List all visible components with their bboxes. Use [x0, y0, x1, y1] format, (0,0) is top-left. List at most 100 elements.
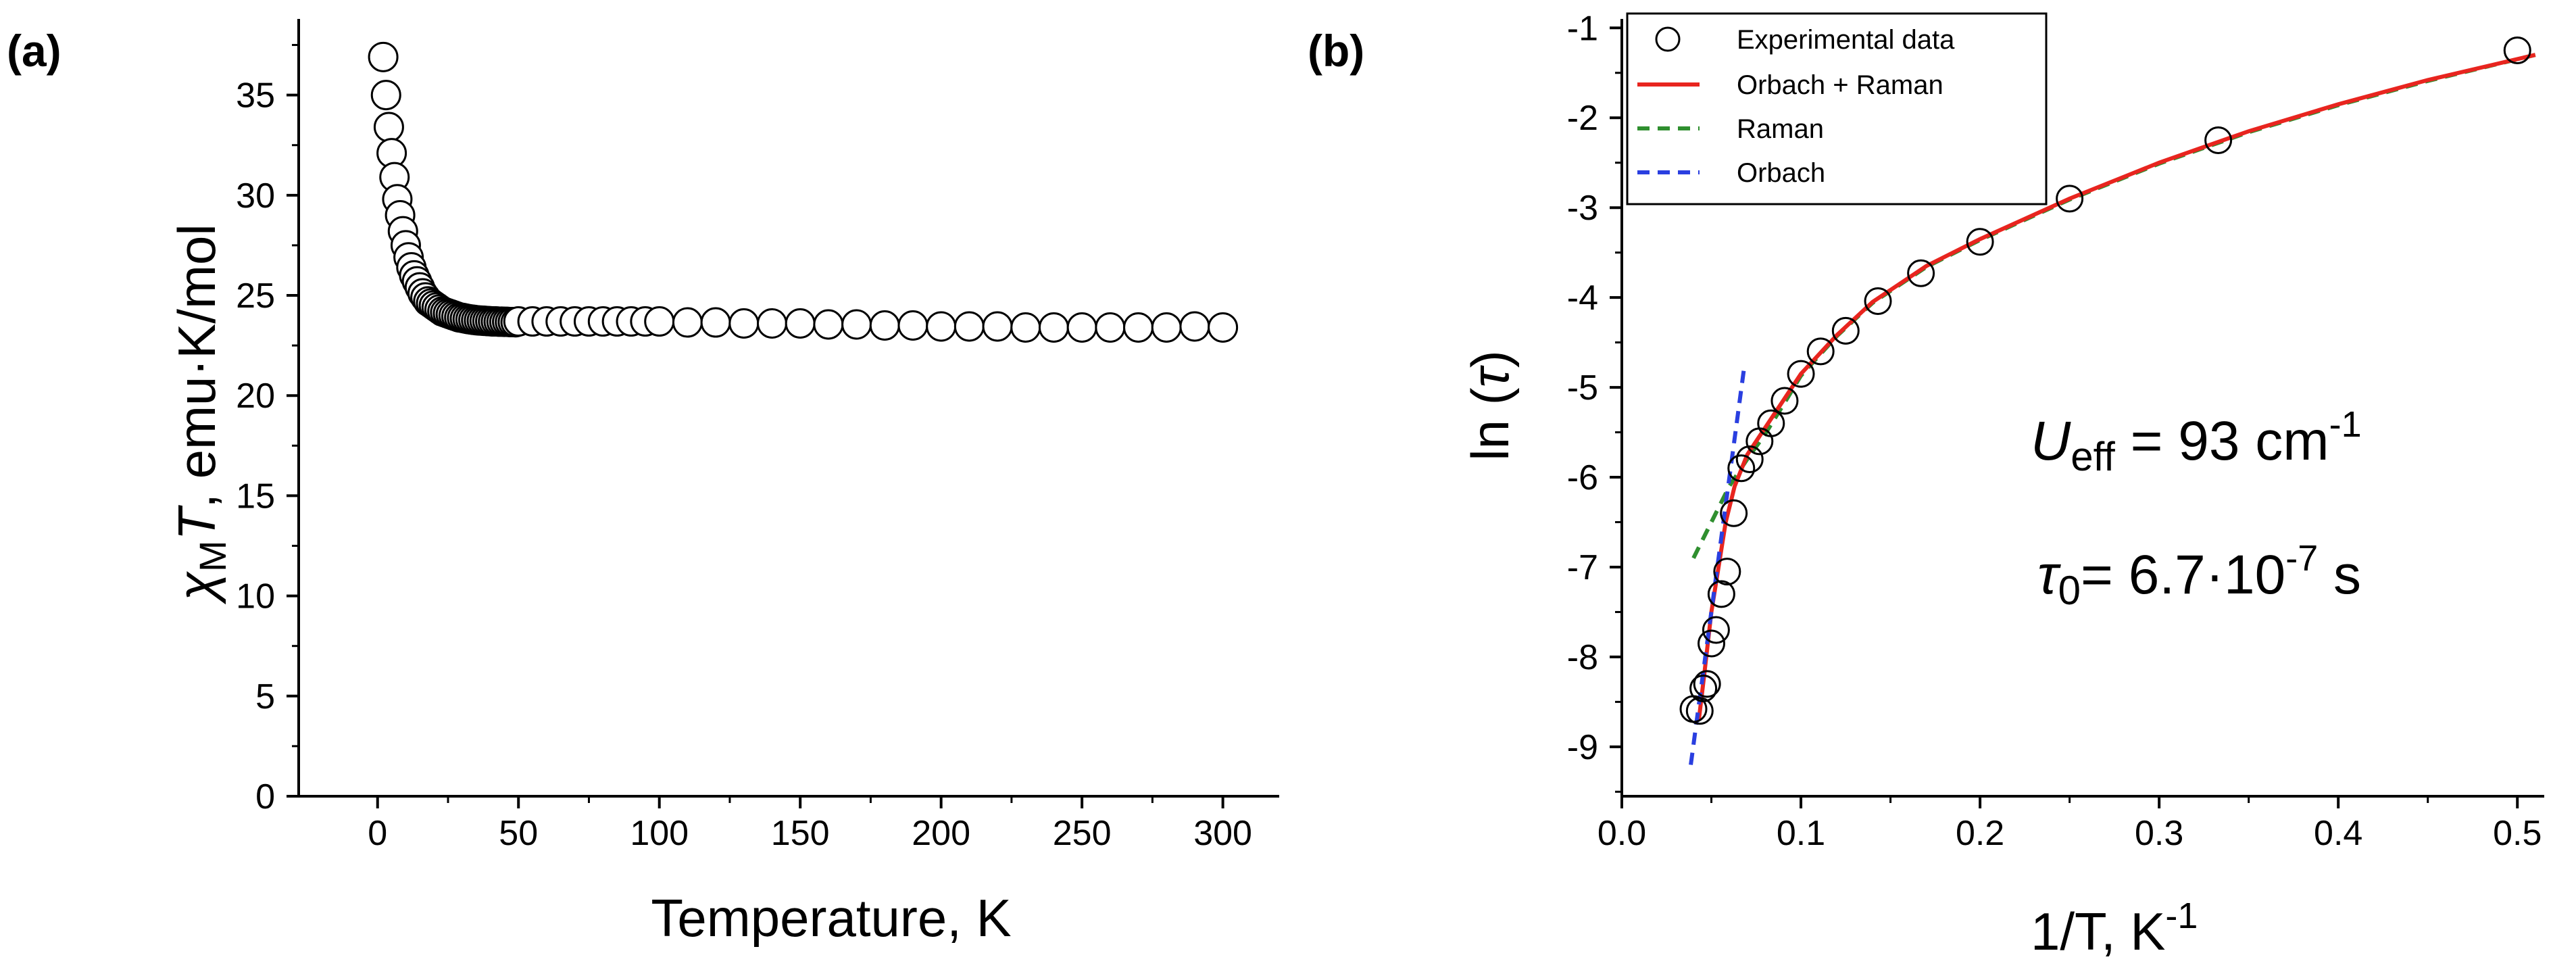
x-tick-label-b: 0.5 [2493, 814, 2542, 853]
x-tick-label-b: 0.4 [2314, 814, 2362, 853]
data-point [1010, 312, 1041, 343]
experimental-point [1679, 695, 1708, 723]
panel-a-y-title-sub: M [191, 540, 234, 572]
legend-label-raman: Raman [1737, 114, 1824, 144]
y-tick-label-a: 20 [236, 376, 275, 416]
x-tick-label-a: 300 [1193, 814, 1252, 853]
x-tick-label-b: 0.1 [1777, 814, 1825, 853]
y-tick-label-b: -6 [1567, 458, 1598, 497]
data-point [1038, 312, 1069, 343]
experimental-point [1864, 287, 1892, 315]
experimental-point [1693, 670, 1721, 698]
legend-label-experimental: Experimental data [1737, 25, 1955, 55]
panel-a-label: (a) [7, 26, 61, 76]
annotation-ueff: Ueff = 93 cm-1 [2031, 404, 2362, 479]
x-tick-label-b: 0.2 [1956, 814, 2004, 853]
data-point [1066, 312, 1097, 343]
panel-b-x-title-base: 1/T, K [2031, 902, 2165, 961]
data-point [1179, 311, 1210, 342]
panel-a: (a) 0 50 100 150 200 250 300 0 5 10 15 20 25 30 35 Tem… [7, 19, 1279, 948]
experimental-point [1787, 360, 1815, 388]
legend-label-orbach: Orbach [1737, 158, 1825, 188]
experimental-point [1806, 337, 1835, 366]
experimental-point [1907, 259, 1935, 287]
data-point [785, 308, 816, 339]
annotation-tau0: τ0= 6.7·10-7 s [2037, 538, 2361, 613]
experimental-point [2204, 126, 2233, 154]
panel-b: (b) 0.0 0.1 0.2 0.3 0.4 0.5 -9 -8 -7 -6 -5 -4 -3 -2 -1… [1308, 9, 2544, 961]
y-tick-label-b: -2 [1567, 99, 1598, 138]
x-tick-label-a: 250 [1053, 814, 1112, 853]
data-point [370, 80, 401, 111]
annotation-tau-value: = 6.7·10 [2081, 544, 2285, 606]
y-tick-label-b: -4 [1567, 278, 1598, 318]
panel-b-x-title: 1/T, K-1 [2031, 896, 2198, 961]
experimental-point [1698, 629, 1726, 658]
annotation-tau-sup: -7 [2285, 538, 2318, 579]
legend-label-orbach-raman: Orbach + Raman [1737, 70, 1943, 100]
experimental-point [1770, 387, 1799, 415]
data-point [756, 308, 787, 339]
panel-b-y-title-base: ln ( [1460, 387, 1520, 460]
x-tick-label-b: 0.0 [1597, 814, 1646, 853]
data-point [869, 310, 900, 341]
experimental-point [1727, 454, 1756, 483]
data-point [813, 309, 844, 340]
panel-b-x-title-sup: -1 [2165, 896, 2198, 936]
x-tick-label-b: 0.3 [2135, 814, 2183, 853]
annotation-tau-unit: s [2318, 544, 2361, 606]
annotation-ueff-value: = 93 cm [2115, 410, 2329, 472]
panel-a-y-title-rest: , emu·K/mol [167, 224, 226, 508]
x-tick-label-a: 100 [630, 814, 689, 853]
y-tick-label-b: -8 [1567, 638, 1598, 677]
data-point [897, 310, 928, 341]
data-point [926, 311, 957, 342]
annotation-ueff-sub: eff [2071, 434, 2115, 479]
data-point [982, 311, 1013, 342]
panel-b-y-title-close: ) [1460, 350, 1520, 368]
y-tick-label-a: 25 [236, 276, 275, 316]
y-tick-label-a: 10 [236, 577, 275, 616]
experimental-point [2503, 36, 2531, 65]
experimental-point [1966, 228, 1994, 256]
panel-a-y-title: χMT, emu·K/mol [167, 224, 234, 604]
y-tick-label-a: 15 [236, 477, 275, 516]
experimental-point [1735, 445, 1764, 473]
y-tick-label-b: -3 [1567, 189, 1598, 228]
panel-a-x-title: Temperature, K [651, 888, 1011, 948]
panel-a-y-title-t: T [167, 504, 226, 540]
data-point [1095, 312, 1126, 343]
data-point [672, 307, 703, 338]
data-point [841, 309, 872, 340]
legend-box [1626, 12, 2048, 205]
data-point [728, 308, 760, 339]
annotation-ueff-sup: -1 [2329, 404, 2362, 445]
panel-b-y-title: ln (τ) [1460, 350, 1520, 461]
data-point [1151, 312, 1182, 343]
y-tick-label-b: -5 [1567, 368, 1598, 408]
y-tick-label-a: 0 [255, 777, 275, 817]
annotation-ueff-u: U [2031, 410, 2071, 472]
data-point [953, 311, 985, 342]
annotation-tau-symbol: τ [2037, 544, 2061, 606]
experimental-point [2056, 185, 2084, 213]
experimental-point [1707, 580, 1735, 608]
y-tick-label-b: -9 [1567, 728, 1598, 767]
experimental-point [1720, 499, 1748, 527]
legend-marker-experimental [1655, 26, 1681, 52]
y-tick-label-b: -1 [1567, 9, 1598, 48]
experimental-point [1831, 316, 1860, 345]
panel-b-data [1679, 36, 2531, 725]
panel-b-y-title-tau: τ [1460, 364, 1520, 387]
x-tick-label-a: 200 [912, 814, 970, 853]
experimental-point [1757, 409, 1785, 437]
data-point [700, 307, 731, 338]
data-point [373, 112, 404, 143]
experimental-point [1745, 427, 1774, 456]
panel-b-label: (b) [1308, 26, 1364, 76]
panel-a-ticks: 0 50 100 150 200 250 300 0 5 10 15 20 25 30 35 [236, 44, 1252, 853]
panel-a-data [368, 41, 1239, 343]
data-point [644, 306, 675, 337]
annotation-tau-sub: 0 [2058, 568, 2081, 613]
